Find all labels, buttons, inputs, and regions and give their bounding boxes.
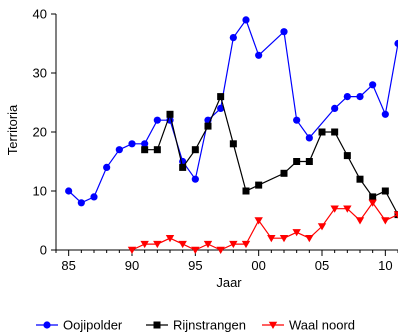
series-line-rijnstrangen: [144, 94, 398, 215]
data-point-rijnstrangen: [242, 187, 250, 195]
data-point-rijnstrangen: [369, 193, 377, 201]
data-point-waal-noord: [127, 246, 137, 254]
series-layer: [65, 16, 398, 254]
x-tick-label: 10: [378, 258, 392, 273]
y-tick-label: 40: [33, 7, 47, 22]
data-point-rijnstrangen: [217, 93, 225, 101]
y-axis: 0 10 20 30 40: [33, 7, 56, 258]
data-point-oojipolder: [255, 51, 263, 59]
x-tick-label: 05: [315, 258, 329, 273]
series-oojipolder: [65, 16, 398, 207]
data-point-waal-noord: [203, 240, 213, 249]
legend-label: Rijnstrangen: [173, 318, 246, 333]
data-point-waal-noord: [191, 246, 200, 254]
data-point-waal-noord: [393, 211, 398, 219]
data-point-rijnstrangen: [166, 110, 174, 118]
data-point-oojipolder: [229, 34, 237, 42]
data-point-oojipolder: [381, 110, 389, 118]
data-point-rijnstrangen: [331, 128, 339, 136]
x-tick-label: 00: [251, 258, 265, 273]
data-point-waal-noord: [165, 235, 175, 243]
data-point-waal-noord: [254, 217, 263, 225]
data-point-waal-noord: [153, 240, 162, 249]
data-point-oojipolder: [293, 116, 301, 124]
data-point-rijnstrangen: [229, 140, 237, 148]
x-tick-label: 85: [61, 258, 75, 273]
data-point-oojipolder: [331, 104, 339, 112]
y-tick-label: 0: [40, 243, 47, 258]
data-point-oojipolder: [141, 140, 149, 148]
data-point-waal-noord: [343, 205, 352, 213]
data-point-oojipolder: [356, 93, 364, 101]
data-point-oojipolder: [369, 81, 377, 89]
data-point-waal-noord: [355, 217, 365, 225]
data-point-oojipolder: [217, 104, 225, 112]
data-point-waal-noord: [241, 240, 251, 249]
data-point-rijnstrangen: [280, 169, 288, 177]
legend-marker: [268, 321, 278, 329]
data-point-rijnstrangen: [293, 158, 301, 165]
data-point-rijnstrangen: [356, 175, 364, 183]
legend-label: Waal noord: [289, 318, 355, 333]
legend-marker: [153, 321, 161, 329]
data-point-oojipolder: [242, 16, 250, 24]
legend-marker: [43, 321, 51, 329]
data-point-oojipolder: [128, 140, 136, 148]
legend-label: Oojipolder: [63, 318, 123, 333]
data-point-rijnstrangen: [141, 146, 149, 154]
legend-item-oojipolder: Oojipolder: [36, 318, 123, 333]
data-point-rijnstrangen: [179, 163, 187, 171]
y-tick-label: 10: [33, 184, 47, 199]
legend: Oojipolder Rijnstrangen Waal noord: [36, 318, 355, 333]
series-line-oojipolder: [68, 18, 398, 204]
x-axis-title: Jaar: [216, 275, 242, 290]
data-point-rijnstrangen: [153, 146, 161, 154]
data-point-waal-noord: [216, 246, 225, 254]
data-point-waal-noord: [330, 205, 339, 213]
series-waal-noord: [127, 199, 398, 254]
legend-item-waal-noord: Waal noord: [262, 318, 355, 333]
data-point-rijnstrangen: [343, 152, 351, 160]
data-point-oojipolder: [280, 28, 288, 36]
data-point-waal-noord: [317, 223, 327, 231]
series-line-waal-noord: [131, 201, 398, 251]
data-point-oojipolder: [153, 116, 161, 124]
y-tick-label: 20: [33, 125, 47, 140]
data-point-waal-noord: [279, 235, 289, 243]
data-point-waal-noord: [140, 240, 149, 249]
data-point-rijnstrangen: [318, 128, 326, 136]
x-tick-label: 95: [188, 258, 202, 273]
data-point-waal-noord: [368, 199, 377, 207]
data-point-oojipolder: [65, 187, 73, 195]
data-point-waal-noord: [229, 240, 238, 249]
data-point-waal-noord: [178, 240, 187, 249]
data-point-rijnstrangen: [191, 146, 199, 154]
data-point-oojipolder: [77, 199, 85, 207]
series-rijnstrangen: [141, 93, 398, 219]
x-axis: 85 90 95 00 05 10: [55, 250, 398, 273]
data-point-waal-noord: [267, 235, 276, 243]
data-point-oojipolder: [305, 134, 313, 142]
data-point-rijnstrangen: [305, 158, 313, 165]
data-point-oojipolder: [103, 163, 111, 171]
legend-item-rijnstrangen: Rijnstrangen: [146, 318, 246, 333]
x-tick-label: 90: [125, 258, 139, 273]
data-point-waal-noord: [292, 229, 301, 237]
data-point-waal-noord: [305, 235, 314, 243]
data-point-oojipolder: [394, 39, 398, 48]
data-point-oojipolder: [90, 193, 98, 201]
plot-frame: [55, 14, 398, 251]
data-point-oojipolder: [191, 175, 199, 183]
data-point-oojipolder: [343, 93, 351, 101]
data-point-rijnstrangen: [381, 187, 389, 195]
y-axis-title: Territoria: [5, 104, 20, 155]
y-tick-label: 30: [33, 66, 47, 81]
data-point-rijnstrangen: [255, 181, 263, 189]
data-point-waal-noord: [381, 217, 390, 225]
data-point-rijnstrangen: [204, 122, 212, 130]
data-point-oojipolder: [115, 146, 123, 154]
